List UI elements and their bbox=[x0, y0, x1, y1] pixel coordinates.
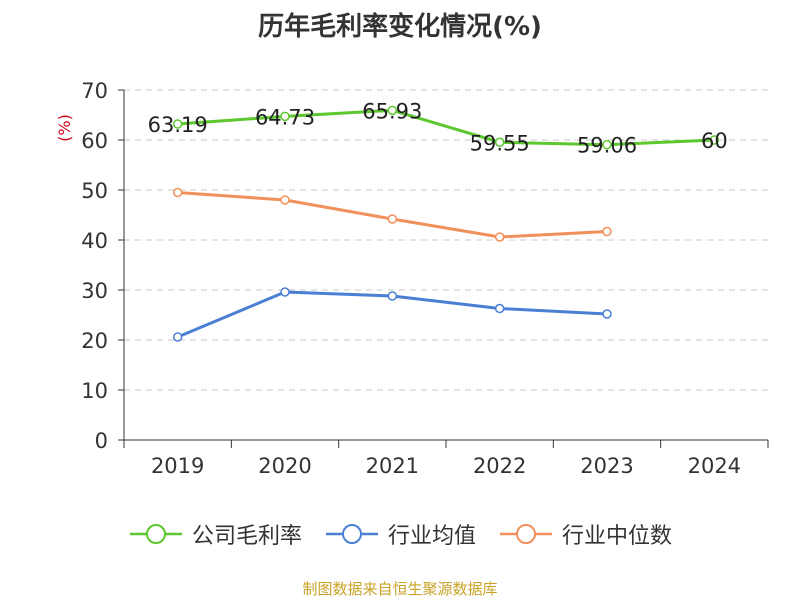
y-tick-label: 20 bbox=[81, 329, 108, 353]
legend-label: 行业中位数 bbox=[562, 524, 673, 549]
legend-label: 公司毛利率 bbox=[191, 524, 302, 549]
data-point bbox=[280, 195, 290, 205]
legend-line-icon bbox=[325, 524, 378, 544]
legend-label: 行业均值 bbox=[387, 524, 476, 549]
x-tick-label: 2023 bbox=[580, 454, 633, 478]
data-point bbox=[280, 287, 290, 297]
data-label: 63.19 bbox=[148, 113, 208, 137]
chart-title: 历年毛利率变化情况(%) bbox=[258, 12, 542, 42]
x-tick-label: 2021 bbox=[366, 454, 419, 478]
y-tick-label: 50 bbox=[81, 179, 108, 203]
legend-line-icon bbox=[129, 524, 182, 544]
data-point bbox=[602, 309, 612, 319]
x-tick-label: 2024 bbox=[688, 454, 741, 478]
y-tick-label: 60 bbox=[81, 129, 108, 153]
legend-item-company-margin[interactable]: 公司毛利率 bbox=[128, 518, 302, 550]
data-point bbox=[280, 111, 290, 122]
data-point bbox=[494, 303, 505, 314]
data-point bbox=[602, 226, 612, 237]
x-tick-label: 2020 bbox=[258, 454, 311, 478]
y-tick-label: 30 bbox=[81, 279, 108, 303]
data-point bbox=[172, 187, 183, 198]
legend-item-industry-mean[interactable]: 行业均值 bbox=[324, 518, 476, 550]
y-tick-label: 0 bbox=[95, 429, 108, 453]
y-axis-label: (%) bbox=[55, 114, 74, 142]
data-point bbox=[387, 105, 398, 116]
data-point bbox=[172, 119, 183, 129]
data-label: 60 bbox=[701, 129, 728, 153]
legend: 公司毛利率 行业均值 行业中位数 bbox=[0, 518, 800, 550]
legend-line-icon bbox=[500, 524, 552, 544]
data-label: 65.93 bbox=[362, 99, 422, 123]
x-tick-label: 2022 bbox=[473, 454, 526, 478]
data-point bbox=[387, 291, 398, 301]
data-point bbox=[709, 135, 720, 145]
y-tick-label: 70 bbox=[81, 79, 108, 103]
data-point bbox=[172, 332, 183, 342]
data-point bbox=[494, 232, 505, 242]
legend-item-industry-median[interactable]: 行业中位数 bbox=[498, 518, 672, 550]
y-tick-label: 10 bbox=[81, 379, 108, 403]
source-note: 制图数据来自恒生聚源数据库 bbox=[302, 580, 498, 598]
y-tick-label: 40 bbox=[81, 229, 108, 253]
data-point bbox=[494, 137, 505, 147]
x-tick-label: 2019 bbox=[151, 454, 204, 478]
data-point bbox=[387, 214, 398, 224]
series-line-0 bbox=[177, 108, 715, 147]
data-label: 59.55 bbox=[470, 131, 530, 155]
data-label: 64.73 bbox=[255, 105, 315, 129]
data-point bbox=[602, 139, 612, 150]
data-label: 59.06 bbox=[577, 134, 637, 158]
